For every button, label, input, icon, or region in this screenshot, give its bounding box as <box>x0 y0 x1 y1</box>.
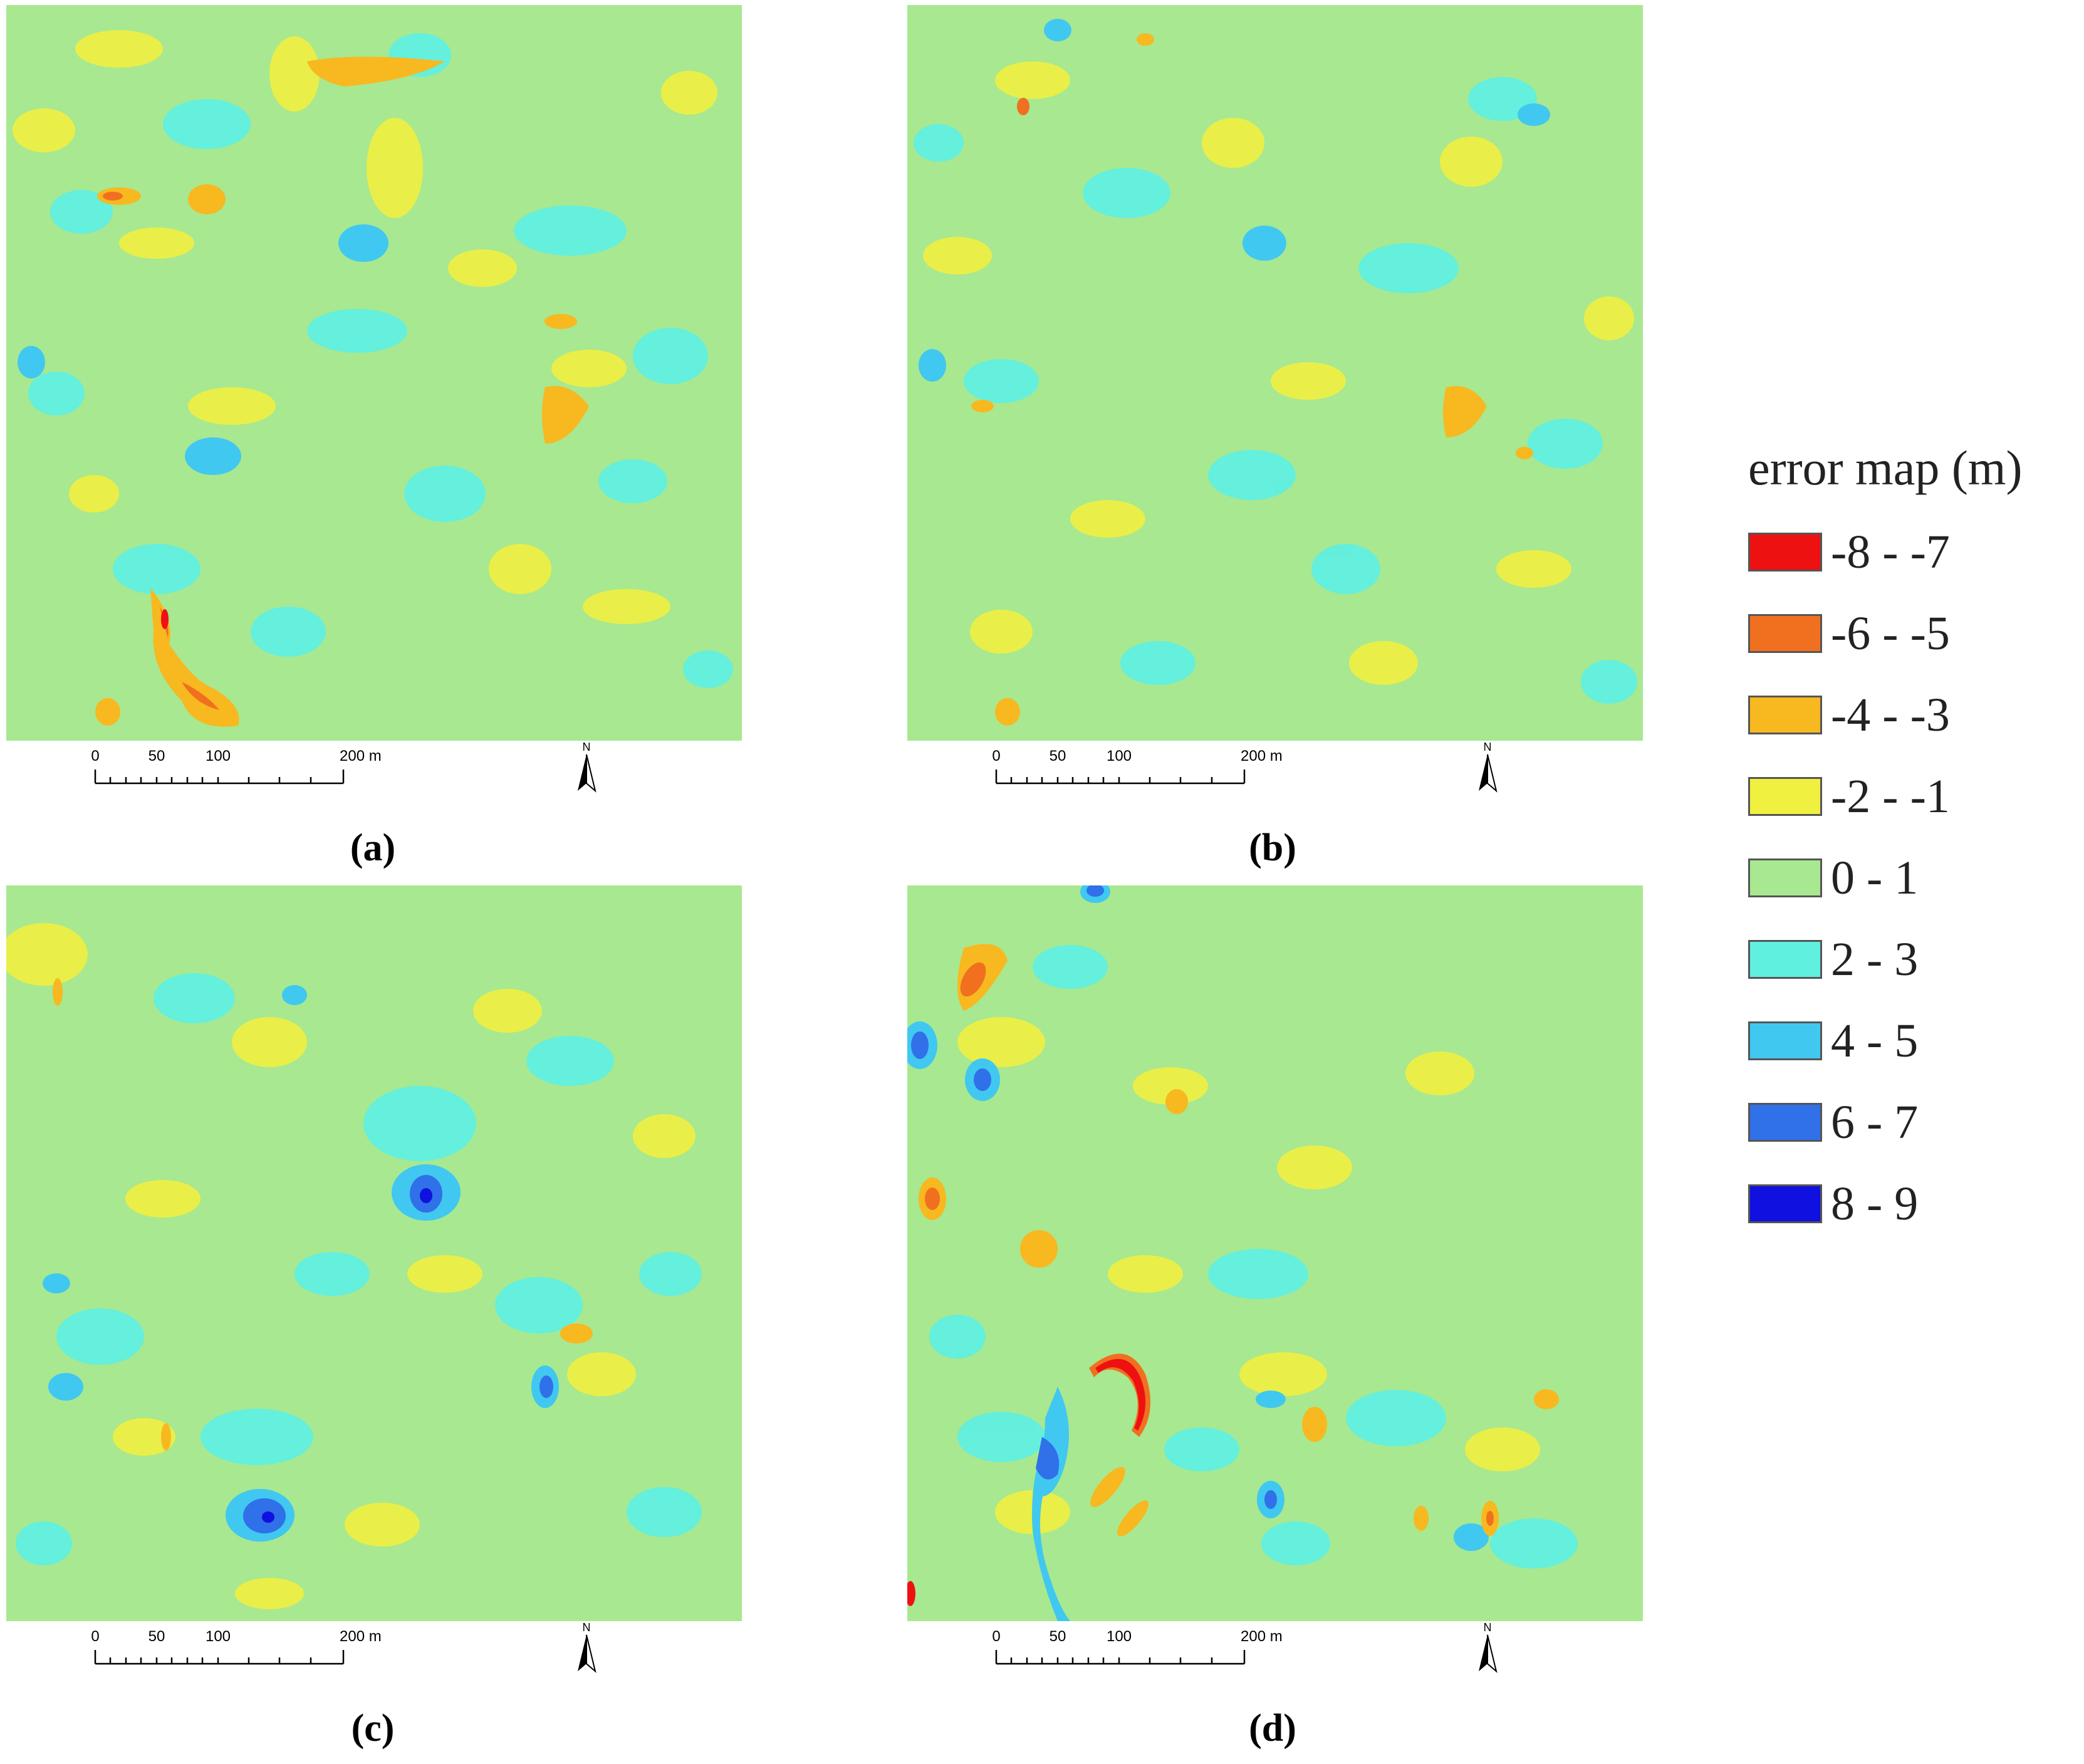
north-label: N <box>1484 741 1492 753</box>
scale-tick-label: 50 <box>148 1628 165 1645</box>
scale-bar-line <box>995 770 1246 785</box>
legend-swatch <box>1748 614 1822 653</box>
legend-item: 2 - 3 <box>1748 919 2022 1000</box>
legend-swatch <box>1748 1184 1822 1223</box>
north-label: N <box>583 741 591 753</box>
legend-label: -4 - -3 <box>1831 689 1950 741</box>
legend-label: -6 - -5 <box>1831 607 1950 660</box>
error-map-a <box>6 5 742 741</box>
legend-item: 4 - 5 <box>1748 1000 2022 1082</box>
scale-tick-label: 100 <box>1107 1628 1132 1645</box>
legend-swatch <box>1748 696 1822 734</box>
north-label: N <box>1484 1621 1492 1634</box>
scale-tick-label: 200 m <box>1241 1628 1283 1645</box>
legend-item: -8 - -7 <box>1748 511 2022 593</box>
scale-tick-label: 50 <box>1050 748 1066 765</box>
legend-swatch <box>1748 859 1822 897</box>
scale-bar-line <box>94 1650 345 1665</box>
scale-tick-label: 0 <box>992 1628 1000 1645</box>
legend-label: 0 - 1 <box>1831 852 1919 904</box>
legend-item: 8 - 9 <box>1748 1163 2022 1245</box>
legend-swatch <box>1748 777 1822 816</box>
legend-title: error map (m) <box>1748 441 2023 495</box>
error-map-b <box>907 5 1643 741</box>
legend-label: 8 - 9 <box>1831 1177 1919 1230</box>
legend-label: -8 - -7 <box>1831 526 1950 578</box>
error-map-c <box>6 885 742 1621</box>
scale-tick-label: 200 m <box>1241 748 1283 765</box>
scale-tick-label: 50 <box>1050 1628 1066 1645</box>
legend-item: 0 - 1 <box>1748 837 2022 919</box>
panel-caption-c: (c) <box>351 1707 395 1750</box>
legend-item: -4 - -3 <box>1748 674 2022 756</box>
north-arrow-a: N <box>574 739 599 796</box>
north-arrow-b: N <box>1475 739 1500 796</box>
error-surface-d <box>907 885 1643 1621</box>
legend-swatch <box>1748 1103 1822 1142</box>
error-surface-c <box>6 885 742 1621</box>
scale-bar-line <box>995 1650 1246 1665</box>
legend-swatch <box>1748 1021 1822 1060</box>
scale-bar-c: 0 50 100 200 m <box>91 1625 382 1669</box>
legend-swatch <box>1748 533 1822 571</box>
scale-tick-label: 100 <box>1107 748 1132 765</box>
error-surface-a <box>6 5 742 741</box>
scale-bar-d: 0 50 100 200 m <box>992 1625 1283 1669</box>
legend-label: 4 - 5 <box>1831 1015 1919 1067</box>
error-map-d <box>907 885 1643 1621</box>
scale-tick-label: 200 m <box>340 1628 382 1645</box>
legend-item: 6 - 7 <box>1748 1082 2022 1163</box>
scale-tick-label: 0 <box>992 748 1000 765</box>
north-arrow-d: N <box>1475 1620 1500 1676</box>
scale-tick-label: 100 <box>206 1628 231 1645</box>
legend-label: 6 - 7 <box>1831 1096 1919 1149</box>
legend-item: -2 - -1 <box>1748 756 2022 837</box>
panel-caption-d: (d) <box>1249 1707 1296 1750</box>
scale-tick-label: 200 m <box>340 748 382 765</box>
legend-item: -6 - -5 <box>1748 593 2022 674</box>
legend-swatch <box>1748 940 1822 979</box>
legend-label: -2 - -1 <box>1831 770 1950 823</box>
legend-label: 2 - 3 <box>1831 933 1919 986</box>
scale-bar-a: 0 50 100 200 m <box>91 744 382 788</box>
north-label: N <box>583 1621 591 1634</box>
panel-caption-a: (a) <box>350 827 396 869</box>
scale-bar-b: 0 50 100 200 m <box>992 744 1283 788</box>
scale-tick-label: 0 <box>91 1628 99 1645</box>
error-surface-b <box>907 5 1643 741</box>
map-legend: error map (m) -8 - -7 -6 - -5 -4 - -3 -2… <box>1748 444 2022 1245</box>
scale-bar-line <box>94 770 345 785</box>
north-arrow-c: N <box>574 1620 599 1676</box>
scale-tick-label: 50 <box>148 748 165 765</box>
scale-tick-label: 0 <box>91 748 99 765</box>
panel-caption-b: (b) <box>1249 827 1296 869</box>
scale-tick-label: 100 <box>206 748 231 765</box>
